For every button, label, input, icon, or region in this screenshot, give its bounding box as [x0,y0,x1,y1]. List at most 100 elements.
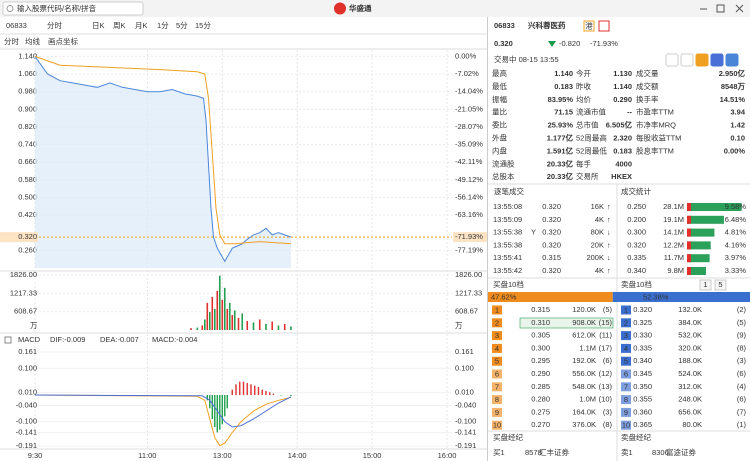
quote-action[interactable] [695,53,709,67]
volume-unit: 万 [455,321,463,330]
stat-pct: 9.58% [725,202,747,211]
trade-direction: ↓ [607,228,611,237]
close[interactable] [735,4,744,13]
period-tab[interactable]: 周K [113,21,126,30]
level-orders: (3) [737,356,747,365]
period-tab[interactable]: 分时 [47,20,62,30]
stat-label: 量比 [492,107,507,117]
period-tab[interactable]: 日K [92,21,105,30]
y2-tick-label: -63.16% [455,210,483,219]
down-arrow [548,41,556,47]
y-tick-label: 0.980 [18,87,37,96]
trade-direction: ↑ [607,266,611,275]
trade-direction: ↓ [607,253,611,262]
level-price: 0.340 [633,356,652,365]
stat-value: 71.15 [554,108,573,117]
stat-label: 每股收益TTM [636,132,681,142]
quote-action[interactable] [725,53,739,67]
volume-bar [265,323,267,330]
level-price: 0.270 [531,420,550,429]
sell-book-title: 卖盘10档 [621,279,652,289]
level-volume: 1.1M [579,343,596,352]
chart-tab[interactable]: 分时 [4,36,19,46]
trade-direction: ↑ [607,215,611,224]
trade-price: 0.320 [542,202,561,211]
trade-price: 0.320 [542,215,561,224]
chart-tab[interactable]: 画点坐标 [48,36,78,46]
volume-bar [213,308,216,330]
broker-cell: 富途证券 [666,447,696,457]
volume-bar [246,320,249,330]
period-tab[interactable]: 5分 [176,21,188,30]
y-tick-label: 0.420 [18,210,37,219]
stat-bar-cap [687,215,691,224]
stat-bar-cap [687,241,691,250]
level-volume: 312.0K [678,382,702,391]
level-volume: 192.0K [572,356,596,365]
stat-bar-cap [687,203,691,211]
volume-bar [252,322,255,330]
quote-action[interactable] [665,53,679,67]
volume-tick-label: 1217.33 [10,288,37,297]
macd-bar [206,394,208,401]
level-button[interactable] [699,279,712,291]
chart-tab[interactable]: 均线 [25,36,40,46]
period-tab[interactable]: 15分 [195,21,211,30]
quote-action[interactable] [680,53,694,67]
level-price: 0.360 [633,407,652,416]
trade-volume: 16K [591,202,604,211]
volume-bar [216,290,219,330]
level-orders: (10) [599,395,613,404]
stat-value: 25.93% [548,121,574,130]
period-tab[interactable]: 1分 [157,21,169,30]
y2-tick-label: -14.04% [455,87,483,96]
x-tick-label: 13:00 [213,451,232,460]
trade-volume: 4K [595,215,604,224]
level-label[interactable]: 5 [718,280,722,289]
period-tab[interactable]: 月K [135,21,148,30]
y2-tick-label: -7.02% [455,69,479,78]
stat-value: 14.51% [720,95,746,104]
stat-value: 1.177亿 [547,132,574,142]
volume-bar [206,302,209,330]
level-volume: 188.0K [678,356,702,365]
maximize[interactable] [716,4,725,13]
buy-book-title: 买盘10档 [493,279,524,289]
macd-tick-label: 0.161 [18,347,37,356]
search-placeholder: 输入股票代码/名称/拼音 [17,3,97,13]
level-orders: (7) [737,407,747,416]
macd-legend: DIF:-0.009 [50,335,85,344]
level-price: 0.280 [531,395,550,404]
stat-label: 每手 [576,158,591,168]
macd-bar [221,394,223,425]
logo-text: 华盛通 [349,3,372,13]
quote-badge: 港 [585,20,593,30]
quote-action[interactable] [710,53,724,67]
volume-bar [290,326,292,330]
level-orders: (17) [599,343,613,352]
level-index-box [621,382,631,392]
level-index: 9 [624,408,628,417]
macd-bar [290,394,292,397]
dea-line [34,394,292,428]
y-tick-label: 0.660 [18,157,37,166]
level-orders: (9) [737,331,747,340]
level-price: 0.365 [633,420,652,429]
level-label[interactable]: 1 [703,280,707,289]
volume-bar [203,319,206,330]
level-button[interactable] [714,279,727,291]
level-volume: 132.0K [678,305,702,314]
level-price: 0.315 [531,305,550,314]
trade-volume: 20K [591,240,604,249]
stat-label: 昨收 [576,81,591,91]
level-index-box [621,343,631,353]
stat-value: 83.95% [548,95,574,104]
stat-price: 0.335 [627,253,646,262]
trade-time: 13:55:38 [493,240,522,249]
search-box[interactable] [2,1,144,16]
stat-price: 0.250 [627,202,646,211]
trade-time: 13:55:42 [493,266,522,275]
broker-cell: 汇丰证券 [539,447,569,457]
stat-label: 市盈率TTM [636,107,674,117]
last-pct-box [453,232,487,243]
